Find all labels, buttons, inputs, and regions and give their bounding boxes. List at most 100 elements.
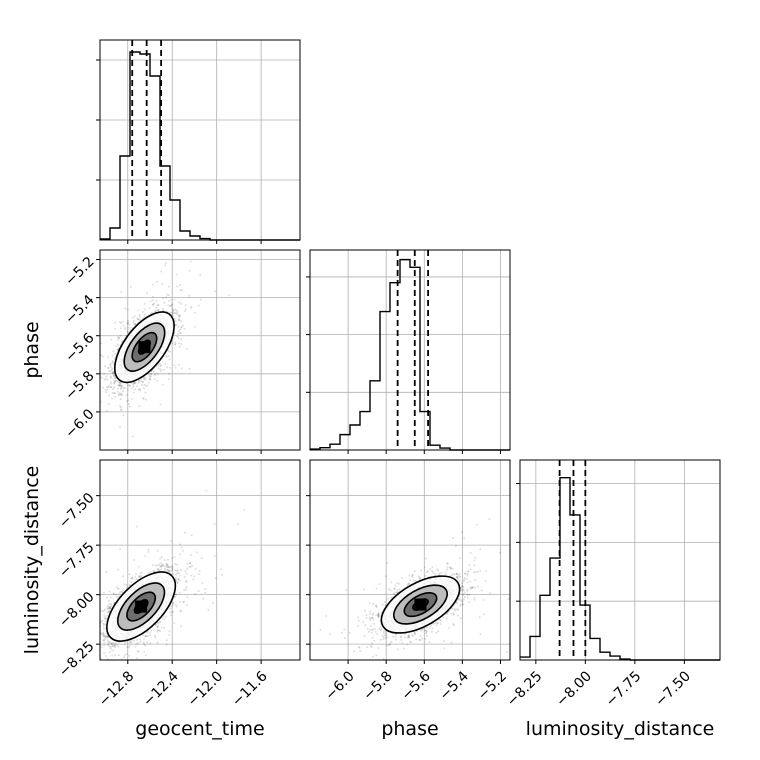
sample-point <box>104 617 107 620</box>
sample-point <box>107 403 110 406</box>
sample-point <box>110 382 113 385</box>
sample-point <box>148 375 151 378</box>
sample-point <box>111 645 114 648</box>
sample-point <box>118 382 121 385</box>
sample-point <box>193 325 196 328</box>
sample-point <box>105 570 108 573</box>
sample-point <box>193 311 196 314</box>
sample-point <box>146 384 149 387</box>
sample-point <box>204 587 207 590</box>
sample-point <box>177 313 180 316</box>
sample-point <box>131 576 134 579</box>
sample-point <box>136 638 138 641</box>
sample-point <box>121 385 124 388</box>
sample-point <box>178 315 181 318</box>
sample-point <box>145 635 148 637</box>
sample-point <box>183 575 186 578</box>
sample-point <box>120 392 123 395</box>
sample-point <box>137 650 140 653</box>
sample-point <box>102 639 105 642</box>
sample-point <box>137 565 140 568</box>
sample-point <box>97 408 99 410</box>
sample-point <box>161 283 164 286</box>
sample-point <box>213 523 216 526</box>
sample-point <box>169 311 172 314</box>
sample-point <box>109 363 112 366</box>
panel-geocent_time-geocent_time <box>96 39 301 244</box>
sample-point <box>178 301 181 304</box>
sample-point <box>112 593 115 596</box>
sample-point <box>183 310 186 313</box>
sample-point <box>120 384 123 387</box>
sample-point <box>107 356 110 359</box>
sample-point <box>178 601 181 603</box>
sample-point <box>155 306 158 309</box>
sample-point <box>170 614 172 617</box>
sample-point <box>117 393 120 396</box>
sample-point <box>168 304 171 307</box>
sample-point <box>197 573 200 576</box>
sample-point <box>168 285 170 288</box>
sample-point <box>124 326 127 329</box>
sample-point <box>109 376 112 379</box>
sample-point <box>170 569 173 572</box>
sample-point <box>140 378 143 381</box>
sample-point <box>180 302 183 305</box>
sample-point <box>204 591 207 594</box>
sample-point <box>100 663 102 665</box>
sample-point <box>147 551 150 553</box>
sample-point <box>111 360 114 362</box>
sample-point <box>133 559 135 561</box>
sample-point <box>95 588 97 590</box>
sample-point <box>157 304 160 306</box>
sample-point <box>111 392 114 394</box>
sample-point <box>143 651 146 653</box>
sample-point <box>163 567 166 570</box>
sample-point <box>195 551 198 554</box>
sample-point <box>90 624 92 626</box>
sample-point <box>98 345 100 347</box>
sample-point <box>135 643 138 646</box>
sample-point <box>108 394 111 397</box>
sample-point <box>116 390 119 393</box>
sample-point <box>137 379 140 382</box>
sample-point <box>111 367 114 370</box>
sample-point <box>95 662 97 664</box>
sample-point <box>156 564 159 567</box>
sample-point <box>110 642 113 645</box>
sample-point <box>191 564 194 567</box>
sample-point <box>131 435 134 438</box>
sample-point <box>184 531 187 534</box>
sample-point <box>189 260 192 263</box>
sample-point <box>105 386 108 388</box>
sample-point <box>118 336 121 339</box>
sample-point <box>106 388 109 391</box>
sample-point <box>146 292 149 295</box>
sample-point <box>142 381 145 383</box>
sample-point <box>137 388 140 391</box>
sample-point <box>93 637 95 639</box>
sample-point <box>109 605 112 608</box>
sample-point <box>175 569 178 572</box>
sample-point <box>109 370 112 373</box>
sample-point <box>168 570 171 572</box>
sample-point <box>243 508 246 511</box>
sample-point <box>165 562 168 565</box>
sample-point <box>183 327 186 330</box>
sample-point <box>155 309 158 312</box>
sample-point <box>228 294 231 297</box>
sample-point <box>173 595 176 598</box>
sample-point <box>120 384 123 387</box>
sample-point <box>163 301 166 304</box>
sample-point <box>109 386 112 388</box>
sample-point <box>102 386 105 389</box>
sample-point <box>181 289 184 292</box>
sample-point <box>171 567 174 570</box>
sample-point <box>154 636 157 639</box>
sample-point <box>174 366 177 369</box>
sample-point <box>142 397 145 400</box>
sample-point <box>119 398 122 401</box>
sample-point <box>109 606 111 608</box>
sample-point <box>172 309 175 312</box>
sample-point <box>184 304 187 307</box>
